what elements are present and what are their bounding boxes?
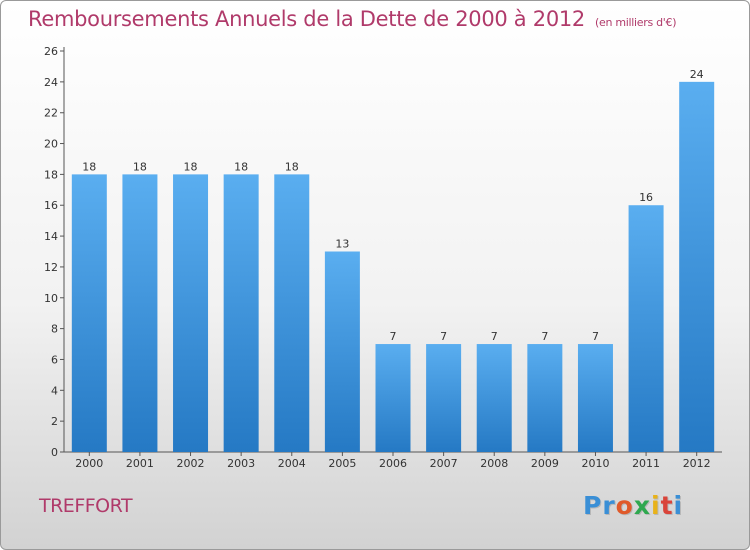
y-tick-label: 6 <box>51 353 58 366</box>
logo-letter: P <box>583 491 603 520</box>
bar-value-label: 16 <box>639 191 653 204</box>
y-tick-label: 14 <box>44 230 58 243</box>
x-tick-label: 2003 <box>227 457 255 470</box>
bar-2004 <box>274 174 310 452</box>
bar-value-label: 7 <box>541 330 548 343</box>
y-tick-label: 0 <box>51 446 58 459</box>
y-tick-label: 8 <box>51 323 58 336</box>
x-tick-label: 2000 <box>75 457 103 470</box>
x-tick-label: 2004 <box>278 457 306 470</box>
bar-2003 <box>223 174 259 452</box>
x-tick-label: 2002 <box>177 457 205 470</box>
bar-2009 <box>527 344 563 452</box>
x-tick-label: 2007 <box>430 457 458 470</box>
bar-2001 <box>122 174 158 452</box>
x-tick-label: 2012 <box>683 457 711 470</box>
x-tick-label: 2009 <box>531 457 559 470</box>
bar-2006 <box>375 344 411 452</box>
bar-value-label: 18 <box>234 160 248 173</box>
bar-2010 <box>577 344 613 452</box>
bar-2005 <box>324 251 360 452</box>
bar-2000 <box>71 174 107 452</box>
x-tick-label: 2010 <box>581 457 609 470</box>
bar-value-label: 7 <box>440 330 447 343</box>
y-tick-label: 24 <box>44 76 58 89</box>
x-tick-label: 2011 <box>632 457 660 470</box>
chart-title-text: Remboursements Annuels de la Dette de 20… <box>28 7 585 31</box>
chart-labels: 2000 18 2001 18 2002 18 2003 18 2004 18 2005 13 2006… <box>75 68 710 470</box>
x-tick-label: 2001 <box>126 457 154 470</box>
bar-2002 <box>173 174 209 452</box>
y-tick-label: 16 <box>44 199 58 212</box>
logo-letter: x <box>633 491 651 520</box>
y-tick-label: 26 <box>44 45 58 58</box>
y-tick-label: 12 <box>44 261 58 274</box>
bar-value-label: 24 <box>690 68 704 81</box>
bar-value-label: 18 <box>82 160 96 173</box>
x-tick-label: 2008 <box>480 457 508 470</box>
y-tick-label: 22 <box>44 107 58 120</box>
bar-value-label: 18 <box>184 160 198 173</box>
commune-name: TREFFORT <box>39 495 133 517</box>
y-tick-label: 18 <box>44 168 58 181</box>
y-tick-label: 10 <box>44 292 58 305</box>
bar-value-label: 7 <box>491 330 498 343</box>
logo-letter: t <box>660 491 674 520</box>
y-tick-label: 4 <box>51 384 58 397</box>
chart-bars <box>71 81 715 452</box>
bar-value-label: 18 <box>285 160 299 173</box>
chart-title: Remboursements Annuels de la Dette de 20… <box>28 7 676 31</box>
proxiti-logo: Proxiti <box>583 491 683 520</box>
logo-letter: i <box>651 491 661 520</box>
bar-2007 <box>426 344 462 452</box>
logo-letter: i <box>673 491 684 520</box>
logo-letter: o <box>615 491 634 520</box>
bar-value-label: 13 <box>335 238 349 251</box>
x-tick-label: 2006 <box>379 457 407 470</box>
chart-subtitle: (en milliers d'€) <box>595 16 677 29</box>
bar-value-label: 18 <box>133 160 147 173</box>
bar-value-label: 7 <box>390 330 397 343</box>
bar-2008 <box>476 344 512 452</box>
bar-2012 <box>679 81 715 452</box>
x-tick-label: 2005 <box>328 457 356 470</box>
y-tick-label: 2 <box>51 415 58 428</box>
y-tick-label: 20 <box>44 138 58 151</box>
bar-2011 <box>628 205 664 452</box>
logo-letter: r <box>602 491 616 520</box>
bar-value-label: 7 <box>592 330 599 343</box>
